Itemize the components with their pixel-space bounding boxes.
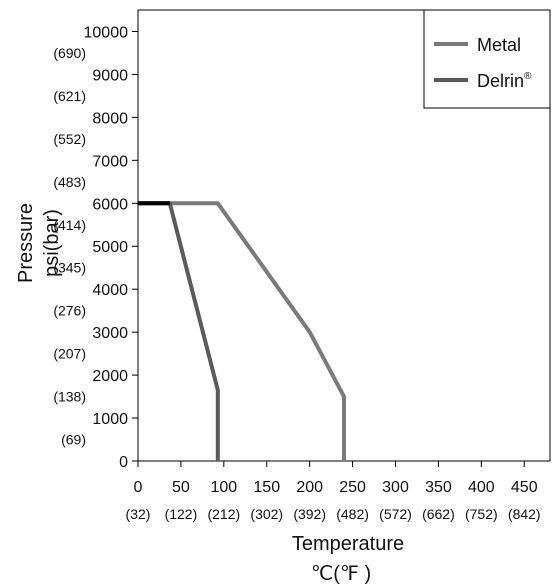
x-tick-sublabel: (662) (422, 506, 455, 522)
legend: Metal Delrin® (423, 9, 551, 109)
x-tick-label: 50 (172, 479, 190, 496)
y-tick-sublabel: (207) (53, 346, 86, 362)
legend-box (423, 9, 551, 109)
x-tick-sublabel: (392) (293, 506, 326, 522)
x-tick-label: 100 (210, 479, 237, 496)
x-axis-units: ℃(℉ ) (311, 563, 371, 585)
x-tick-sublabel: (752) (465, 506, 498, 522)
x-tick-sublabel: (842) (508, 506, 541, 522)
legend-label-metal: Metal (477, 35, 521, 55)
y-tick-sublabel: (690) (53, 45, 86, 61)
x-tick-label: 250 (339, 479, 366, 496)
x-tick-sublabel: (302) (250, 506, 283, 522)
y-tick-label: 0 (119, 454, 128, 471)
x-tick-sublabel: (212) (207, 506, 240, 522)
y-tick-sublabel: (552) (53, 131, 86, 147)
y-tick-sublabel: (345) (53, 260, 86, 276)
x-tick-label: 300 (382, 479, 409, 496)
x-tick-sublabel: (572) (379, 506, 412, 522)
x-tick-label: 450 (511, 479, 538, 496)
x-axis-title: Temperature (292, 533, 404, 555)
axes: 0100020003000400050006000700080009000100… (15, 24, 541, 585)
y-axis-units: psi(bar) (41, 209, 63, 277)
x-tick-label: 150 (253, 479, 280, 496)
y-tick-label: 6000 (92, 196, 128, 213)
x-tick-label: 400 (468, 479, 495, 496)
y-tick-label: 9000 (92, 67, 128, 84)
y-axis-title: Pressure (15, 203, 37, 283)
series-line-delrin (138, 201, 220, 461)
x-tick-sublabel: (122) (165, 506, 198, 522)
y-tick-label: 5000 (92, 239, 128, 256)
legend-label-delrin: Delrin® (477, 71, 532, 91)
legend-label-superscript: ® (524, 71, 532, 82)
x-tick-label: 200 (296, 479, 323, 496)
y-tick-label: 7000 (92, 153, 128, 170)
series-line-metal (138, 201, 346, 461)
y-tick-sublabel: (414) (53, 217, 86, 233)
y-tick-label: 3000 (92, 325, 128, 342)
y-tick-label: 8000 (92, 110, 128, 127)
series-group (138, 201, 346, 461)
x-tick-label: 350 (425, 479, 452, 496)
y-tick-sublabel: (276) (53, 303, 86, 319)
y-tick-label: 2000 (92, 368, 128, 385)
y-tick-label: 4000 (92, 282, 128, 299)
y-tick-sublabel: (69) (61, 432, 86, 448)
x-tick-label: 0 (134, 479, 143, 496)
y-tick-label: 1000 (92, 411, 128, 428)
x-tick-sublabel: (32) (126, 506, 151, 522)
y-tick-label: 10000 (84, 24, 129, 41)
y-tick-sublabel: (483) (53, 174, 86, 190)
x-tick-sublabel: (482) (336, 506, 369, 522)
y-tick-sublabel: (138) (53, 389, 86, 405)
y-tick-sublabel: (621) (53, 88, 86, 104)
